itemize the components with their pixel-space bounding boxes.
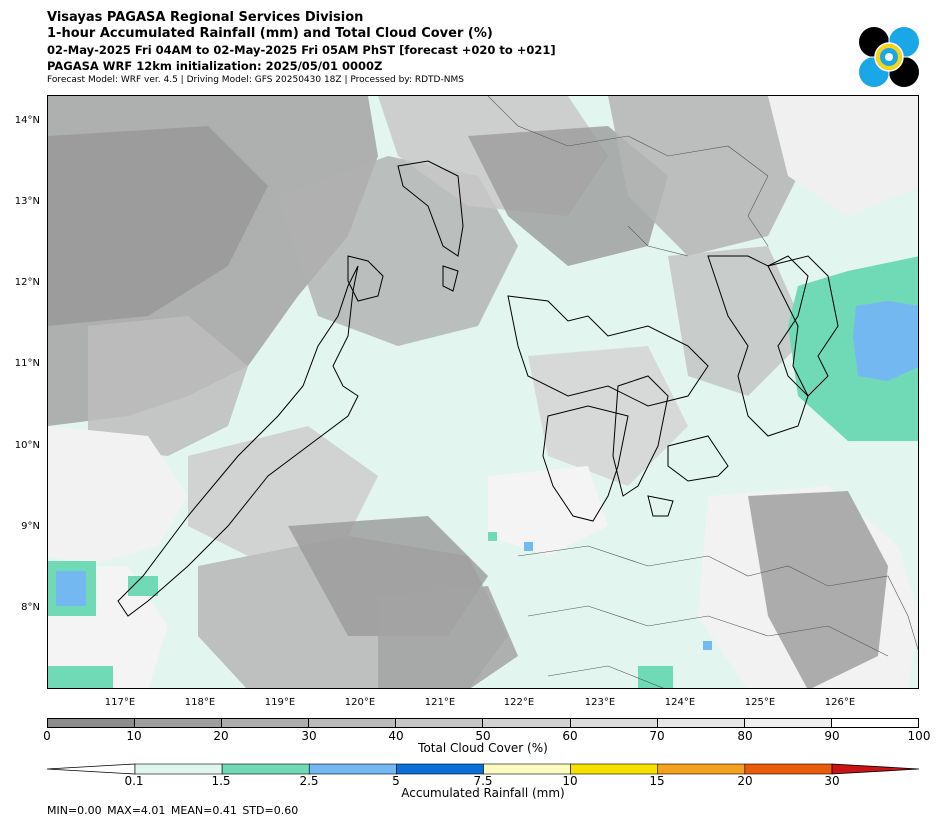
cloud-colorbar-segment bbox=[221, 719, 309, 727]
rain-colorbar-segment bbox=[744, 763, 833, 775]
lon-label-122e: 122°E bbox=[503, 697, 535, 708]
lat-label-12n: 12°N bbox=[14, 277, 40, 288]
cloud-rain-map bbox=[48, 96, 918, 688]
pagasa-logo bbox=[859, 27, 919, 87]
chart-header: Visayas PAGASA Regional Services Divisio… bbox=[47, 10, 556, 86]
lon-label-124e: 124°E bbox=[664, 697, 696, 708]
rainfall-colorbar bbox=[46, 763, 920, 775]
cloud-tick: 100 bbox=[907, 729, 931, 743]
lon-label-126e: 126°E bbox=[824, 697, 856, 708]
lat-label-10n: 10°N bbox=[14, 440, 40, 451]
title-product: 1-hour Accumulated Rainfall (mm) and Tot… bbox=[47, 26, 493, 41]
rain-tick: 20 bbox=[737, 774, 753, 788]
cloud-tick: 0 bbox=[43, 729, 51, 743]
rain-colorbar-segment bbox=[483, 763, 571, 775]
rain-tick: 10 bbox=[562, 774, 578, 788]
cloud-tick: 40 bbox=[388, 729, 404, 743]
lon-label-119e: 119°E bbox=[264, 697, 296, 708]
cloud-colorbar-segment bbox=[830, 719, 918, 727]
lat-label-8n: 8°N bbox=[21, 602, 40, 613]
rain-tick: 30 bbox=[824, 774, 840, 788]
cloud-tick: 50 bbox=[475, 729, 491, 743]
cloud-colorbar-segment bbox=[48, 719, 135, 727]
rain-tick: 1.5 bbox=[211, 774, 231, 788]
cloud-tick: 10 bbox=[126, 729, 142, 743]
lat-label-13n: 13°N bbox=[14, 196, 40, 207]
rain-colorbar-segment bbox=[657, 763, 746, 775]
lon-label-120e: 120°E bbox=[344, 697, 376, 708]
cloud-tick: 80 bbox=[737, 729, 753, 743]
rain-colorbar-label: Accumulated Rainfall (mm) bbox=[401, 786, 565, 800]
title-model-info: Forecast Model: WRF ver. 4.5 | Driving M… bbox=[47, 75, 464, 85]
lon-label-123e: 123°E bbox=[584, 697, 616, 708]
rain-colorbar-segment bbox=[221, 763, 310, 775]
cloud-colorbar-label: Total Cloud Cover (%) bbox=[418, 741, 548, 755]
lon-label-125e: 125°E bbox=[744, 697, 776, 708]
rain-tick: 0.1 bbox=[124, 774, 144, 788]
rain-tick: 15 bbox=[649, 774, 665, 788]
title-initialization: PAGASA WRF 12km initialization: 2025/05/… bbox=[47, 59, 383, 73]
cloud-colorbar-segment bbox=[395, 719, 483, 727]
coastlines bbox=[117, 160, 839, 617]
cloud-colorbar-segment bbox=[569, 719, 657, 727]
rain-colorbar-segment bbox=[308, 763, 397, 775]
rain-colorbar-segment bbox=[396, 763, 484, 775]
cloud-colorbar-segment bbox=[308, 719, 396, 727]
lon-label-121e: 121°E bbox=[424, 697, 456, 708]
cloud-colorbar-segment bbox=[482, 719, 570, 727]
cloud-tick: 30 bbox=[301, 729, 317, 743]
map-panel bbox=[47, 95, 919, 689]
cloud-cover-colorbar bbox=[47, 718, 919, 728]
province-boundaries bbox=[487, 96, 918, 688]
cloud-tick: 90 bbox=[824, 729, 840, 743]
cloud-colorbar-segment bbox=[134, 719, 222, 727]
cloud-colorbar-segment bbox=[656, 719, 744, 727]
statistics-readout: MIN=0.00 MAX=4.01 MEAN=0.41 STD=0.60 bbox=[47, 804, 299, 817]
lat-label-9n: 9°N bbox=[21, 521, 40, 532]
lon-label-117e: 117°E bbox=[104, 697, 136, 708]
cloud-cover-field bbox=[48, 96, 918, 688]
title-agency: Visayas PAGASA Regional Services Divisio… bbox=[47, 10, 364, 25]
cloud-tick: 20 bbox=[213, 729, 229, 743]
cloud-tick: 60 bbox=[562, 729, 578, 743]
cloud-colorbar-segment bbox=[743, 719, 831, 727]
rain-colorbar-segment bbox=[134, 763, 223, 775]
rain-colorbar-segment bbox=[570, 763, 659, 775]
rain-tick: 5 bbox=[392, 774, 400, 788]
rainfall-field bbox=[48, 256, 918, 688]
lat-label-11n: 11°N bbox=[14, 358, 40, 369]
lat-label-14n: 14°N bbox=[14, 115, 40, 126]
rain-tick: 7.5 bbox=[473, 774, 493, 788]
cloud-tick: 70 bbox=[649, 729, 665, 743]
rain-tick: 2.5 bbox=[299, 774, 319, 788]
lon-label-118e: 118°E bbox=[184, 697, 216, 708]
title-valid-time: 02-May-2025 Fri 04AM to 02-May-2025 Fri … bbox=[47, 43, 556, 57]
